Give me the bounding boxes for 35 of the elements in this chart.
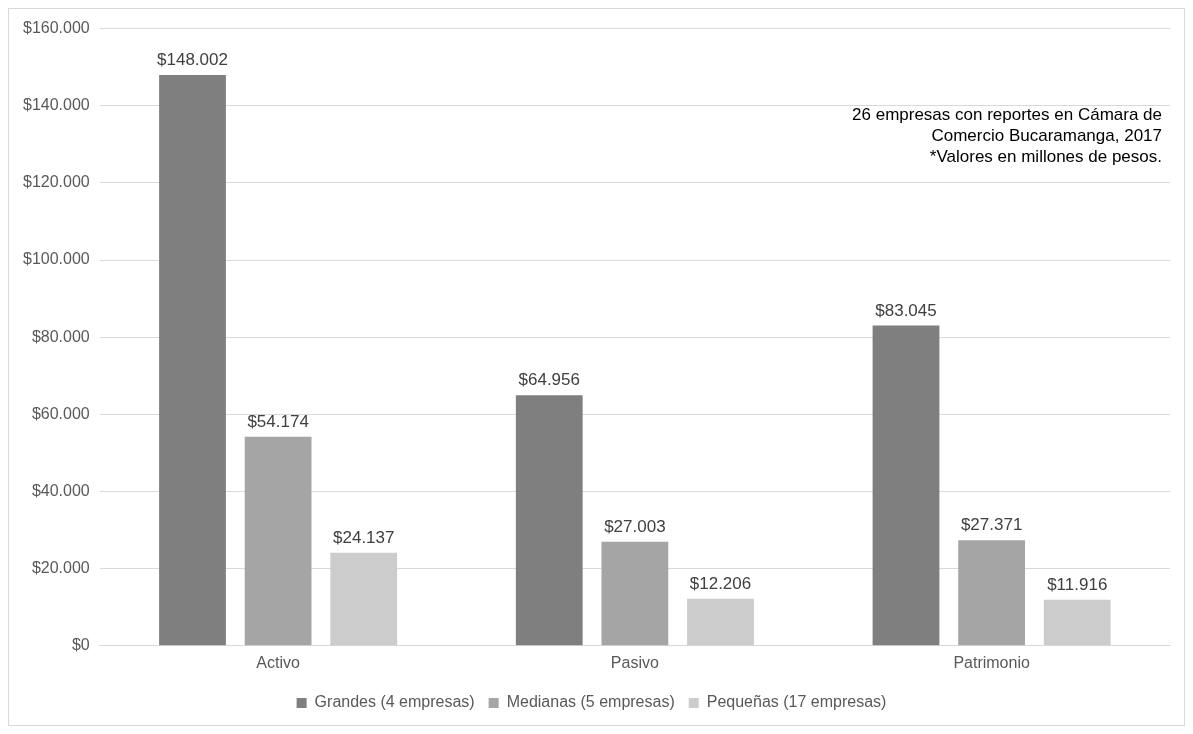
- x-tick-label: Pasivo: [610, 653, 659, 671]
- bar: [330, 552, 398, 646]
- y-tick-label: $120.000: [23, 173, 90, 191]
- y-tick-label: $20.000: [31, 559, 90, 577]
- x-tick-label: Patrimonio: [953, 653, 1030, 671]
- bar: [244, 436, 312, 646]
- legend-label: Medianas (5 empresas): [506, 693, 675, 711]
- legend-label: Grandes (4 empresas): [314, 693, 475, 711]
- bar: [958, 540, 1026, 646]
- bar: [1043, 599, 1111, 646]
- y-tick-label: $40.000: [31, 481, 90, 499]
- bar: [687, 598, 754, 646]
- y-tick-label: $60.000: [31, 404, 90, 422]
- legend-label: Pequeñas (17 empresas): [706, 693, 887, 711]
- data-label: $64.956: [518, 370, 580, 390]
- data-label: $11.916: [1047, 575, 1108, 595]
- data-label: $83.045: [875, 300, 937, 320]
- y-tick-label: $80.000: [31, 327, 90, 345]
- data-label: $24.137: [333, 527, 395, 547]
- data-label: $148.002: [157, 50, 228, 70]
- annotation: 26 empresas con reportes en Cámara de Comercio Bucaramanga, 2017: [852, 104, 1162, 145]
- x-tick-label: Activo: [256, 653, 300, 671]
- y-tick-label: $0: [71, 636, 90, 654]
- y-tick-label: $160.000: [23, 19, 90, 37]
- y-tick-label: $140.000: [23, 96, 90, 114]
- bar: [159, 74, 226, 646]
- y-tick-label: $100.000: [23, 250, 90, 268]
- bar: [515, 395, 583, 646]
- data-label: $27.371: [960, 515, 1023, 535]
- bar: [601, 541, 669, 646]
- data-label: $27.003: [604, 516, 666, 536]
- data-label: $54.174: [247, 412, 309, 432]
- bar: [872, 325, 940, 646]
- annotation: *Valores en millones de pesos.: [929, 146, 1162, 166]
- data-label: $12.206: [689, 573, 752, 593]
